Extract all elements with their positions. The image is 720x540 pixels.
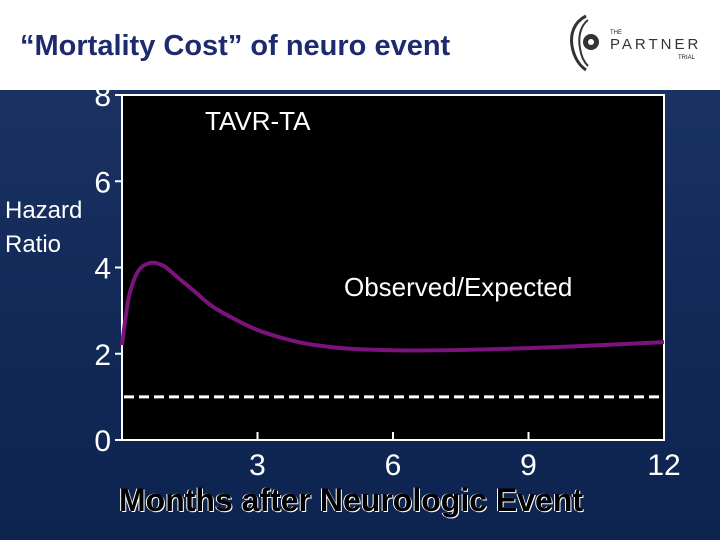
x-tick-label: 3 xyxy=(249,449,266,482)
logo-trial-text: TRIAL xyxy=(678,55,696,61)
annotation-observed-expected: Observed/Expected xyxy=(344,272,572,302)
y-tick-label: 0 xyxy=(94,425,111,458)
series-line-observed-expected xyxy=(120,260,665,353)
annotation-tavr-ta: TAVR-TA xyxy=(205,106,311,136)
y-tick-label: 6 xyxy=(94,166,111,199)
logo-the-text: THE xyxy=(610,30,622,36)
x-tick-label: 6 xyxy=(385,449,402,482)
x-ticks: 3 6 9 12 xyxy=(249,432,681,482)
title-band xyxy=(0,0,720,90)
slide-title: “Mortality Cost” of neuro event xyxy=(20,30,451,62)
x-tick-label: 12 xyxy=(647,449,680,482)
y-axis-label: Hazard Ratio xyxy=(5,197,83,258)
x-tick-label: 9 xyxy=(520,449,537,482)
y-ticks: 0 2 4 6 8 xyxy=(94,80,122,458)
logo-partner-text: PARTNER xyxy=(610,36,702,53)
y-tick-label: 2 xyxy=(94,339,111,372)
y-tick-label: 8 xyxy=(94,80,111,113)
partner-trial-logo: THE PARTNER TRIAL xyxy=(566,12,706,82)
x-axis-label: Months after Neurologic Event xyxy=(119,482,584,518)
plot-area xyxy=(121,94,665,441)
y-tick-label: 4 xyxy=(94,253,111,286)
shield-icon xyxy=(570,14,599,72)
